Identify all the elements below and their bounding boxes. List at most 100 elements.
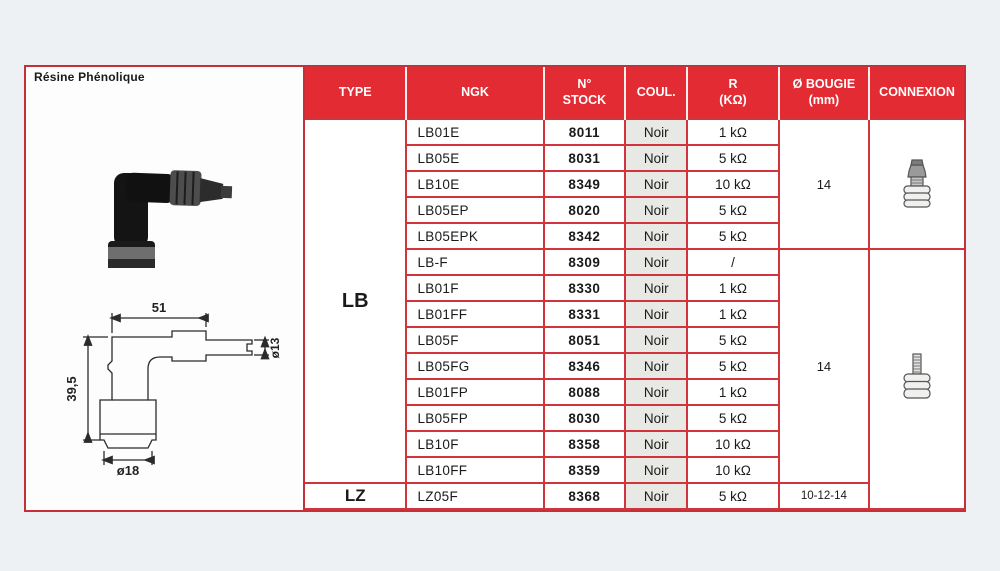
table-row: LZ LZ05F 8368 Noir 5 kΩ 10-12-14 bbox=[305, 482, 964, 510]
resistance-cell: 5 kΩ bbox=[686, 222, 780, 250]
dimension-drawing: 51 39,5 ø13 ø18 bbox=[64, 300, 282, 477]
color-cell: Noir bbox=[624, 430, 689, 458]
resistance-cell: 5 kΩ bbox=[686, 326, 780, 354]
table-row: LB10FF 8359 Noir 10 kΩ bbox=[305, 456, 964, 484]
ngk-cell: LB01E bbox=[405, 118, 545, 146]
stock-cell: 8088 bbox=[542, 378, 627, 406]
stock-cell: 8358 bbox=[542, 430, 627, 458]
col-header-type: TYPE bbox=[305, 67, 407, 119]
resistance-cell: 1 kΩ bbox=[686, 118, 780, 146]
table-row: LB05E 8031 Noir 5 kΩ bbox=[305, 144, 964, 172]
product-panel: Résine Phénolique bbox=[26, 67, 305, 510]
stock-cell: 8331 bbox=[542, 300, 627, 328]
resistance-cell: 5 kΩ bbox=[686, 352, 780, 380]
color-cell: Noir bbox=[624, 248, 689, 276]
ngk-cell: LZ05F bbox=[405, 482, 545, 510]
spec-table-area: TYPE NGK N° STOCK COUL. R (KΩ) Ø BOUGIE … bbox=[305, 67, 964, 510]
color-cell: Noir bbox=[624, 482, 689, 510]
color-cell: Noir bbox=[624, 196, 689, 224]
ngk-cell: LB05E bbox=[405, 144, 545, 172]
color-cell: Noir bbox=[624, 144, 689, 172]
table-row: LB05EPK 8342 Noir 5 kΩ bbox=[305, 222, 964, 250]
dim-height-label: 39,5 bbox=[64, 376, 79, 401]
terminal-nut-icon bbox=[903, 158, 931, 208]
resistance-cell: 1 kΩ bbox=[686, 300, 780, 328]
col-header-ngk: NGK bbox=[405, 67, 544, 119]
ngk-cell: LB05FP bbox=[405, 404, 545, 432]
color-cell: Noir bbox=[624, 326, 689, 354]
ngk-cell: LB05EPK bbox=[405, 222, 545, 250]
header-row: TYPE NGK N° STOCK COUL. R (KΩ) Ø BOUGIE … bbox=[305, 67, 964, 119]
ngk-cell: LB01F bbox=[405, 274, 545, 302]
ngk-cell: LB05EP bbox=[405, 196, 545, 224]
resistance-cell: 10 kΩ bbox=[686, 170, 780, 198]
stock-cell: 8330 bbox=[542, 274, 627, 302]
bougie-cell-lz: 10-12-14 bbox=[777, 482, 871, 510]
resistance-cell: 10 kΩ bbox=[686, 430, 780, 458]
table-row: LB05EP 8020 Noir 5 kΩ bbox=[305, 196, 964, 224]
color-cell: Noir bbox=[624, 404, 689, 432]
color-cell: Noir bbox=[624, 378, 689, 406]
stock-cell: 8346 bbox=[542, 352, 627, 380]
resistance-cell: 5 kΩ bbox=[686, 196, 780, 224]
color-cell: Noir bbox=[624, 118, 689, 146]
table-row: LB LB01E 8011 Noir 1 kΩ 14 bbox=[305, 118, 964, 484]
resistance-cell: 5 kΩ bbox=[686, 404, 780, 432]
type-cell-lb: LB bbox=[305, 118, 408, 484]
connexion-cell-group2 bbox=[868, 248, 964, 510]
col-header-resistance: R (KΩ) bbox=[686, 67, 779, 119]
ngk-cell: LB05F bbox=[405, 326, 545, 354]
stock-cell: 8030 bbox=[542, 404, 627, 432]
resistance-cell: 1 kΩ bbox=[686, 378, 780, 406]
ngk-cell: LB10F bbox=[405, 430, 545, 458]
ngk-cell: LB-F bbox=[405, 248, 545, 276]
product-table: TYPE NGK N° STOCK COUL. R (KΩ) Ø BOUGIE … bbox=[305, 67, 964, 510]
resistance-cell: 10 kΩ bbox=[686, 456, 780, 484]
table-row: LB01F 8330 Noir 1 kΩ bbox=[305, 274, 964, 302]
resistance-cell: 5 kΩ bbox=[686, 482, 780, 510]
stock-cell: 8051 bbox=[542, 326, 627, 354]
ngk-cell: LB10E bbox=[405, 170, 545, 198]
dim-tip-label: ø13 bbox=[268, 337, 282, 358]
col-header-connexion: CONNEXION bbox=[868, 67, 964, 119]
threaded-stud-icon bbox=[903, 352, 931, 399]
color-cell: Noir bbox=[624, 170, 689, 198]
material-label: Résine Phénolique bbox=[34, 70, 145, 84]
table-row: LB05FP 8030 Noir 5 kΩ bbox=[305, 404, 964, 432]
resistance-cell: / bbox=[686, 248, 780, 276]
bougie-cell-group2: 14 bbox=[777, 248, 871, 484]
dim-base-label: ø18 bbox=[117, 463, 139, 477]
resistance-cell: 1 kΩ bbox=[686, 274, 780, 302]
color-cell: Noir bbox=[624, 352, 689, 380]
table-row: LB10F 8358 Noir 10 kΩ bbox=[305, 430, 964, 458]
color-cell: Noir bbox=[624, 456, 689, 484]
table-row: LB01FF 8331 Noir 1 kΩ bbox=[305, 300, 964, 328]
stock-cell: 8020 bbox=[542, 196, 627, 224]
table-row: LB10E 8349 Noir 10 kΩ bbox=[305, 170, 964, 198]
color-cell: Noir bbox=[624, 222, 689, 250]
ngk-cell: LB10FF bbox=[405, 456, 545, 484]
col-header-stock: N° STOCK bbox=[542, 67, 626, 119]
bougie-cell-group1: 14 bbox=[777, 118, 871, 250]
dim-length-label: 51 bbox=[152, 300, 166, 315]
ngk-cell: LB01FP bbox=[405, 378, 545, 406]
stock-cell: 8368 bbox=[542, 482, 627, 510]
color-cell: Noir bbox=[624, 274, 689, 302]
ngk-cell: LB05FG bbox=[405, 352, 545, 380]
table-row: LB05FG 8346 Noir 5 kΩ bbox=[305, 352, 964, 380]
stock-cell: 8031 bbox=[542, 144, 627, 172]
stock-cell: 8011 bbox=[542, 118, 627, 146]
stock-cell: 8349 bbox=[542, 170, 627, 198]
stock-cell: 8359 bbox=[542, 456, 627, 484]
stock-cell: 8342 bbox=[542, 222, 627, 250]
table-row: LB01FP 8088 Noir 1 kΩ bbox=[305, 378, 964, 406]
color-cell: Noir bbox=[624, 300, 689, 328]
connexion-cell-group1 bbox=[868, 118, 964, 250]
table-row: LB05F 8051 Noir 5 kΩ bbox=[305, 326, 964, 354]
table-row: LB-F 8309 Noir / 14 bbox=[305, 248, 964, 510]
type-cell-lz: LZ bbox=[305, 482, 408, 510]
col-header-bougie: Ø BOUGIE (mm) bbox=[777, 67, 870, 119]
resistance-cell: 5 kΩ bbox=[686, 144, 780, 172]
ngk-cell: LB01FF bbox=[405, 300, 545, 328]
col-header-couleur: COUL. bbox=[624, 67, 688, 119]
